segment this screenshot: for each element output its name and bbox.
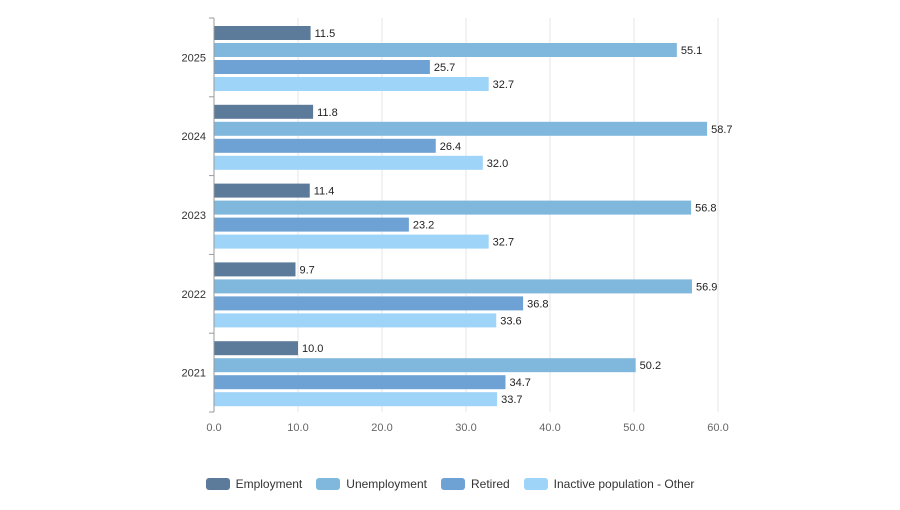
bar <box>214 183 310 198</box>
legend-item[interactable]: Retired <box>440 477 510 491</box>
x-tick-label: 50.0 <box>623 422 644 434</box>
legend-swatch <box>523 478 548 490</box>
bar <box>214 60 430 74</box>
category-label: 2025 <box>182 52 206 64</box>
bar <box>214 375 506 390</box>
data-label: 50.2 <box>640 360 661 372</box>
bar <box>214 341 298 356</box>
bar <box>214 200 692 215</box>
data-labels: 11.5 55.1 25.7 32.7 11.8 58.7 26.4 32.0 11.4 56.8… <box>299 28 732 406</box>
data-label: 25.7 <box>434 62 455 74</box>
bar <box>214 313 497 328</box>
data-label: 36.8 <box>527 298 548 310</box>
data-label: 33.7 <box>501 394 522 406</box>
category-label: 2021 <box>182 368 206 380</box>
bar-chart: 11.5 55.1 25.7 32.7 11.8 58.7 26.4 32.0 11.4 56.8… <box>182 17 733 434</box>
data-label: 9.7 <box>299 264 314 276</box>
legend-label: Unemployment <box>346 477 427 491</box>
bars <box>214 26 708 407</box>
bar <box>214 296 524 311</box>
bar <box>214 104 314 119</box>
data-label: 58.7 <box>711 124 732 136</box>
bar <box>214 77 489 91</box>
category-label: 2022 <box>182 289 206 301</box>
bar <box>214 43 677 57</box>
bar <box>214 234 489 249</box>
category-label: 2024 <box>182 131 206 143</box>
bar <box>214 392 498 407</box>
legend: Employment Unemployment Retired Inactive po… <box>0 477 900 491</box>
y-axis: 2025 2024 2023 2022 2021 <box>182 17 215 413</box>
legend-item[interactable]: Inactive population - Other <box>523 477 695 491</box>
x-tick-label: 60.0 <box>707 422 728 434</box>
x-axis: 0.0 10.0 20.0 30.0 40.0 50.0 60.0 <box>206 422 728 434</box>
category-label: 2023 <box>182 210 206 222</box>
data-label: 56.9 <box>696 281 717 293</box>
bar <box>214 358 636 373</box>
data-label: 32.7 <box>493 237 514 249</box>
legend-label: Retired <box>470 477 510 491</box>
data-label: 23.2 <box>413 220 434 232</box>
legend-label: Employment <box>235 477 303 491</box>
legend-item[interactable]: Unemployment <box>316 477 427 491</box>
legend-swatch <box>205 478 230 490</box>
bar <box>214 26 311 40</box>
data-label: 26.4 <box>440 141 461 153</box>
bar <box>214 217 409 232</box>
data-label: 56.8 <box>695 203 716 215</box>
legend-swatch <box>440 478 465 490</box>
data-label: 10.0 <box>302 343 323 355</box>
bar <box>214 138 436 153</box>
x-tick-label: 40.0 <box>539 422 560 434</box>
x-tick-label: 0.0 <box>206 422 221 434</box>
data-label: 34.7 <box>509 377 530 389</box>
data-label: 11.5 <box>315 28 336 40</box>
x-tick-label: 30.0 <box>455 422 476 434</box>
bar <box>214 155 483 170</box>
legend-label: Inactive population - Other <box>553 477 695 491</box>
legend-item[interactable]: Employment <box>205 477 303 491</box>
data-label: 32.7 <box>493 79 514 91</box>
x-tick-label: 20.0 <box>371 422 392 434</box>
legend-swatch <box>316 478 341 490</box>
data-label: 33.6 <box>500 315 521 327</box>
x-tick-label: 10.0 <box>287 422 308 434</box>
data-label: 11.4 <box>314 186 335 198</box>
data-label: 32.0 <box>487 158 508 170</box>
bar <box>214 279 692 294</box>
data-label: 55.1 <box>681 45 702 57</box>
data-label: 11.8 <box>317 107 338 119</box>
bar <box>214 121 708 136</box>
bar <box>214 262 296 277</box>
